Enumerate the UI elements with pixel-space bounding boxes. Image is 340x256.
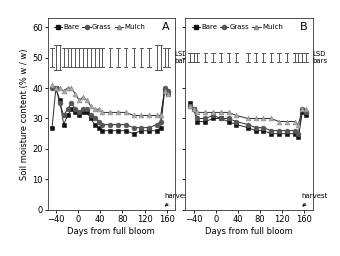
X-axis label: Days from full bloom: Days from full bloom — [67, 227, 155, 236]
Y-axis label: Soil moisture content (% w / w): Soil moisture content (% w / w) — [20, 48, 29, 180]
Legend: Bare, Grass, Mulch: Bare, Grass, Mulch — [51, 22, 148, 33]
X-axis label: Days from full bloom: Days from full bloom — [205, 227, 293, 236]
Text: harvest: harvest — [164, 193, 190, 206]
Text: B: B — [300, 22, 308, 32]
Text: LSD
bars: LSD bars — [174, 51, 190, 64]
Text: LSD
bars: LSD bars — [312, 51, 327, 64]
Legend: Bare, Grass, Mulch: Bare, Grass, Mulch — [189, 22, 286, 33]
Text: A: A — [163, 22, 170, 32]
Text: harvest: harvest — [302, 193, 328, 206]
